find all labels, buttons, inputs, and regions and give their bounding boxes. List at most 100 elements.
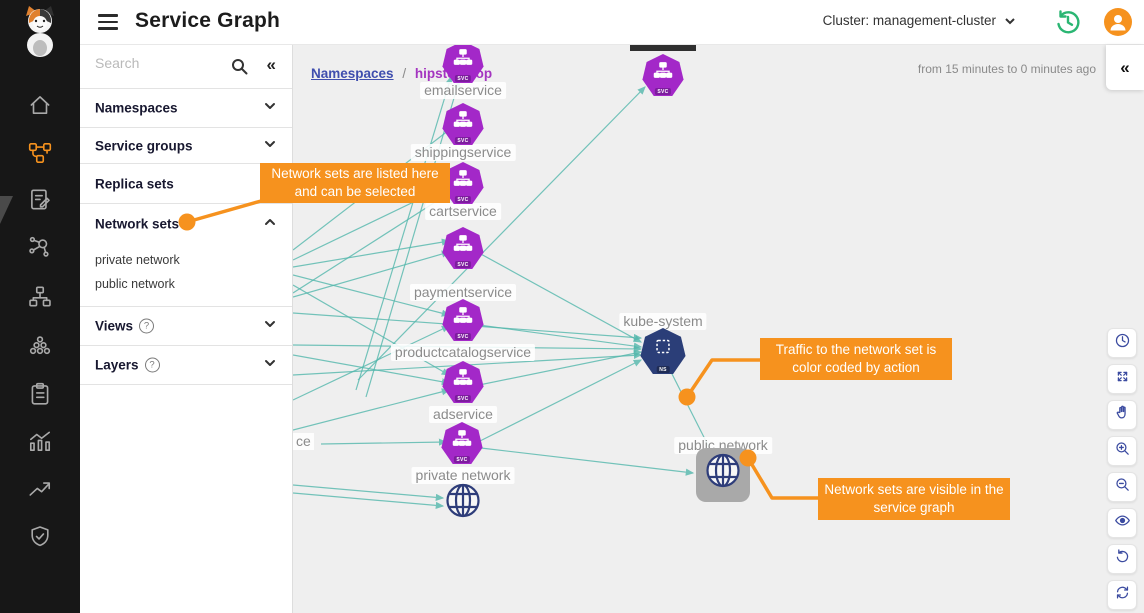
chevron-up-icon[interactable] (264, 215, 276, 233)
dashed-square-icon (652, 336, 674, 363)
panel-item-service-groups[interactable]: Service groups (80, 128, 292, 164)
node-type-badge: SVC (654, 88, 672, 95)
node-type-badge: SVC (454, 75, 472, 82)
network-set-item-private-network[interactable]: private network (95, 253, 180, 267)
paymentservice-node[interactable]: SVC (442, 227, 484, 269)
sidebar-cluster-icon[interactable] (27, 334, 53, 360)
shippingservice-node[interactable]: SVC (442, 103, 484, 145)
shippingservice-label: shippingservice (410, 144, 516, 161)
zoom-in-icon (1114, 440, 1131, 462)
cluster-selector-label: Cluster: management-cluster (822, 13, 996, 28)
sidebar-service-graph-icon[interactable] (27, 140, 53, 166)
chevron-down-icon[interactable] (264, 356, 276, 374)
node-type-badge: SVC (454, 261, 472, 268)
calico-cat-logo (15, 4, 65, 58)
help-icon[interactable]: ? (139, 318, 155, 334)
tutorial-callout-1: Network sets are listed here and can be … (260, 163, 450, 203)
clipped-tooltip (630, 45, 696, 51)
panel-item-layers[interactable]: Layers? (80, 346, 292, 385)
user-avatar-icon[interactable] (1104, 8, 1132, 36)
page-title: Service Graph (135, 9, 281, 32)
public network-node[interactable] (696, 448, 750, 502)
panel-item-label: Service groups (95, 138, 193, 153)
sidebar-policies-icon[interactable] (27, 187, 53, 213)
paymentservice-label: paymentservice (409, 284, 517, 301)
kube-system-node[interactable]: NS (640, 328, 686, 374)
pan-button[interactable] (1107, 400, 1137, 430)
sitemap-icon (452, 305, 474, 332)
sidebar-trend-icon[interactable] (27, 476, 53, 502)
node-type-badge: SVC (454, 196, 472, 203)
panel-item-namespaces[interactable]: Namespaces (80, 89, 292, 128)
cluster-selector[interactable]: Cluster: management-cluster (823, 13, 1016, 28)
panel-item-replica-sets[interactable]: Replica sets (80, 164, 292, 204)
sidebar-flow-tree-icon[interactable] (27, 284, 53, 310)
help-icon[interactable]: ? (144, 357, 160, 373)
svc-unlabeled-node[interactable]: SVC (441, 422, 483, 464)
panel-item-label: Namespaces (95, 100, 178, 116)
visibility-button[interactable] (1107, 508, 1137, 538)
refresh-button[interactable] (1107, 580, 1137, 610)
service-graph-canvas[interactable]: Namespaces / hipstershop from 15 minutes… (293, 45, 1144, 613)
visibility-icon (1114, 512, 1131, 534)
search-input[interactable] (95, 55, 225, 71)
undo-button[interactable] (1107, 544, 1137, 574)
svc-upper-right-node[interactable]: SVC (642, 54, 684, 96)
zoom-in-button[interactable] (1107, 436, 1137, 466)
productcatalogservice-node[interactable]: SVC (442, 299, 484, 341)
panel-item-label: Layers? (95, 357, 160, 373)
panel-item-network-sets[interactable]: Network sets (80, 204, 292, 244)
node-type-badge: SVC (454, 137, 472, 144)
globe-icon (703, 451, 743, 496)
sitemap-icon (451, 428, 473, 455)
pan-icon (1114, 404, 1131, 426)
sitemap-icon (452, 47, 474, 74)
node-type-badge: SVC (454, 333, 472, 340)
adservice-node[interactable]: SVC (442, 361, 484, 403)
private network-node[interactable] (443, 484, 483, 525)
chevron-down-icon (1005, 17, 1015, 24)
chevron-down-icon[interactable] (264, 99, 276, 117)
sidebar-home-icon[interactable] (27, 92, 53, 118)
time-range-label: from 15 minutes to 0 minutes ago (917, 62, 1096, 76)
time-options-icon (1114, 332, 1131, 354)
zoom-out-button[interactable] (1107, 472, 1137, 502)
panel-item-views[interactable]: Views? (80, 307, 292, 346)
zoom-out-icon (1114, 476, 1131, 498)
panel-item-label: Replica sets (95, 176, 174, 191)
right-panel-collapse-icon[interactable]: « (1106, 45, 1144, 90)
panel-menu: Namespaces Service groups Replica sets Netw… (80, 89, 292, 385)
tutorial-callout-3: Network sets are visible in the service … (818, 478, 1010, 520)
cartservice-label: cartservice (425, 203, 501, 220)
sidebar-timeline-chart-icon[interactable] (27, 428, 53, 454)
panel-collapse-icon[interactable]: « (266, 55, 276, 74)
emailservice-node[interactable]: SVC (442, 45, 484, 83)
sitemap-icon (452, 367, 474, 394)
hamburger-menu-icon[interactable] (98, 14, 118, 30)
panel-item-label: Views? (95, 318, 155, 334)
productcatalogservice-label: productcatalogservice (390, 344, 536, 361)
breadcrumb-namespaces-link[interactable]: Namespaces (311, 66, 394, 81)
adservice-label: adservice (429, 406, 497, 423)
search-icon[interactable] (231, 58, 248, 75)
breadcrumb-separator: / (402, 66, 407, 81)
network-set-item-public-network[interactable]: public network (95, 277, 175, 291)
sitemap-icon (452, 168, 474, 195)
history-icon[interactable] (1054, 8, 1082, 36)
active-item-decor (0, 196, 13, 224)
chevron-down-icon[interactable] (264, 137, 276, 155)
sidebar-compliance-clipboard-icon[interactable] (27, 381, 53, 407)
panel-item-label: Network sets (95, 216, 180, 232)
private network-label: private network (411, 467, 515, 484)
time-options-button[interactable] (1107, 328, 1137, 358)
fit-screen-icon (1114, 368, 1131, 390)
chevron-down-icon[interactable] (264, 317, 276, 335)
sidebar-threat-shield-icon[interactable] (27, 524, 53, 550)
fit-screen-button[interactable] (1107, 364, 1137, 394)
top-bar: Service Graph Cluster: management-cluste… (80, 0, 1144, 45)
node-type-badge: NS (656, 366, 670, 373)
sidebar-network-icon[interactable] (27, 233, 53, 259)
refresh-icon (1114, 584, 1131, 606)
globe-icon (443, 481, 483, 526)
